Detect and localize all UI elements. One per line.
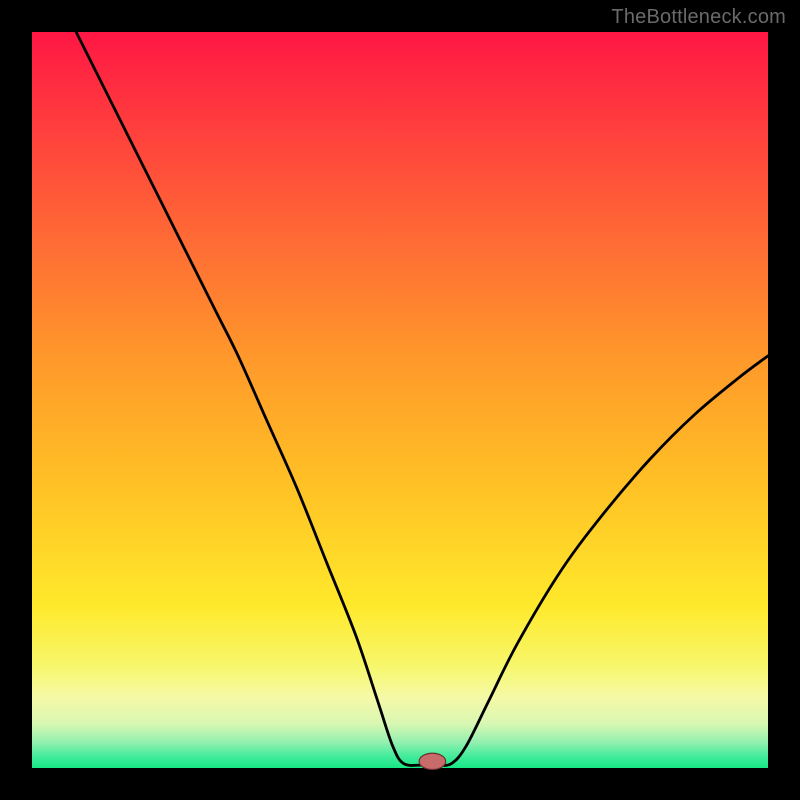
bottleneck-marker	[419, 753, 446, 769]
watermark-text: TheBottleneck.com	[611, 6, 786, 29]
bottleneck-curve-chart	[0, 0, 800, 800]
chart-stage: TheBottleneck.com	[0, 0, 800, 800]
gradient-panel	[32, 32, 768, 768]
